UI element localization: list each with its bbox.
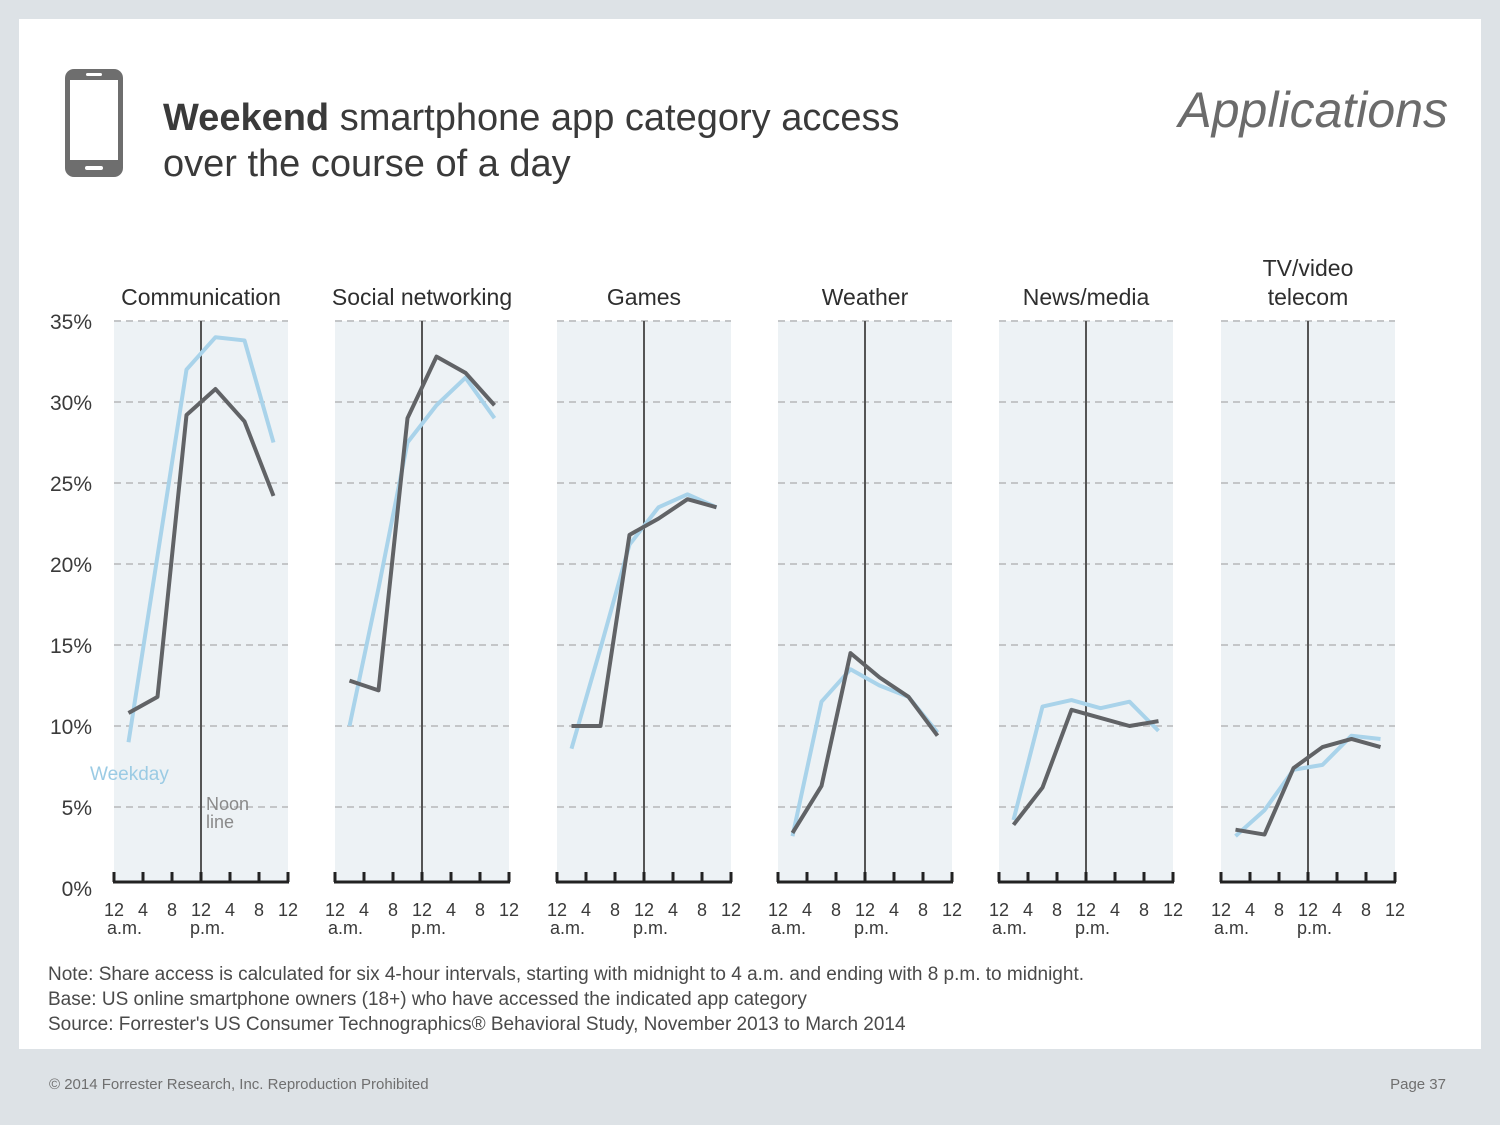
note-text: Note: Share access is calculated for six… — [48, 964, 1085, 985]
x-tick-label: 8 — [918, 900, 928, 920]
x-sublabel-am: a.m. — [328, 918, 363, 938]
x-tick-label: 12 — [989, 900, 1009, 920]
x-tick-label: 12 — [768, 900, 788, 920]
title-bold: Weekend — [163, 97, 330, 139]
x-tick-label: 8 — [610, 900, 620, 920]
y-tick-label: 5% — [62, 797, 92, 820]
x-tick-label: 12 — [1163, 900, 1183, 920]
x-tick-label: 4 — [1110, 900, 1120, 920]
x-tick-label: 8 — [388, 900, 398, 920]
x-tick-label: 4 — [359, 900, 369, 920]
x-tick-label: 8 — [1139, 900, 1149, 920]
weekend-series-line — [127, 387, 276, 715]
page-title: Weekend smartphone app category access o… — [163, 95, 899, 187]
x-tick-label: 4 — [446, 900, 456, 920]
x-tick-label: 12 — [191, 900, 211, 920]
x-tick-label: 12 — [721, 900, 741, 920]
x-tick-label: 12 — [1298, 900, 1318, 920]
x-sublabel-am: a.m. — [550, 918, 585, 938]
x-tick-label: 4 — [889, 900, 899, 920]
x-tick-label: 8 — [254, 900, 264, 920]
panel-title: News/media — [1023, 284, 1150, 310]
x-sublabel-am: a.m. — [771, 918, 806, 938]
x-tick-label: 4 — [802, 900, 812, 920]
weekend-series-line — [1235, 736, 1382, 837]
x-tick-label: 12 — [412, 900, 432, 920]
x-tick-label: 8 — [1274, 900, 1284, 920]
x-tick-label: 12 — [1076, 900, 1096, 920]
x-sublabel-pm: p.m. — [1297, 918, 1332, 938]
section-label: Applications — [1178, 82, 1448, 138]
x-tick-label: 4 — [668, 900, 678, 920]
panel-title: TV/video — [1263, 255, 1354, 281]
y-tick-label: 10% — [50, 716, 92, 739]
title-line1: smartphone app category access — [329, 97, 900, 139]
x-tick-label: 12 — [634, 900, 654, 920]
panel-title: Communication — [121, 284, 281, 310]
x-tick-label: 8 — [1361, 900, 1371, 920]
x-tick-label: 12 — [1211, 900, 1231, 920]
x-tick-label: 12 — [547, 900, 567, 920]
weekday-series-line — [1234, 733, 1381, 838]
notes: Note: Share access is calculated for six… — [48, 962, 1084, 1037]
noon-annotation: line — [206, 812, 234, 832]
weekday-series-line — [1011, 698, 1160, 821]
y-tick-label: 30% — [50, 392, 92, 415]
y-tick-label: 0% — [62, 878, 92, 901]
weekend-series-line — [348, 354, 496, 693]
x-tick-label: 4 — [225, 900, 235, 920]
x-tick-label: 8 — [1052, 900, 1062, 920]
weekend-series-line — [1011, 707, 1159, 827]
x-tick-label: 8 — [475, 900, 485, 920]
x-sublabel-pm: p.m. — [411, 918, 446, 938]
y-tick-label: 25% — [50, 473, 92, 496]
x-tick-label: 12 — [278, 900, 298, 920]
slide: Weekend smartphone app category access o… — [19, 19, 1481, 1049]
noon-annotation: Noon — [206, 794, 249, 814]
base-text: Base: US online smartphone owners (18+) … — [48, 989, 807, 1010]
x-sublabel-pm: p.m. — [190, 918, 225, 938]
x-tick-label: 12 — [855, 900, 875, 920]
x-sublabel-am: a.m. — [1214, 918, 1249, 938]
panel-title: Games — [607, 284, 681, 310]
x-tick-label: 4 — [1245, 900, 1255, 920]
x-sublabel-pm: p.m. — [1075, 918, 1110, 938]
source-text: Source: Forrester's US Consumer Technogr… — [48, 1014, 906, 1035]
y-tick-label: 20% — [50, 554, 92, 577]
x-sublabel-pm: p.m. — [854, 918, 889, 938]
x-tick-label: 4 — [581, 900, 591, 920]
y-tick-label: 15% — [50, 635, 92, 658]
x-tick-label: 4 — [138, 900, 148, 920]
x-sublabel-am: a.m. — [107, 918, 142, 938]
x-sublabel-am: a.m. — [992, 918, 1027, 938]
x-tick-label: 4 — [1332, 900, 1342, 920]
smartphone-icon — [65, 69, 123, 177]
y-tick-label: 35% — [50, 311, 92, 334]
x-tick-label: 8 — [167, 900, 177, 920]
panel-title: telecom — [1268, 284, 1349, 310]
panel-title: Social networking — [332, 284, 512, 310]
x-tick-label: 12 — [325, 900, 345, 920]
x-tick-label: 4 — [1023, 900, 1033, 920]
x-tick-label: 12 — [942, 900, 962, 920]
weekday-series-line — [347, 375, 497, 727]
x-tick-label: 12 — [1385, 900, 1405, 920]
chart: 0%5%10%15%20%25%30%35%12 4 8 12 4 8 12a.m. p.m.… — [50, 255, 1405, 938]
weekend-series-line — [790, 651, 940, 834]
x-tick-label: 12 — [499, 900, 519, 920]
x-tick-label: 12 — [104, 900, 124, 920]
title-line2: over the course of a day — [163, 143, 571, 185]
panel-title: Weather — [822, 284, 909, 310]
weekend-series-line — [571, 497, 718, 728]
weekday-annotation: Weekday — [90, 764, 169, 785]
x-tick-label: 8 — [697, 900, 707, 920]
footer-page-number: Page 37 — [1390, 1076, 1446, 1093]
footer-copyright: © 2014 Forrester Research, Inc. Reproduc… — [49, 1076, 429, 1093]
x-sublabel-pm: p.m. — [633, 918, 668, 938]
x-tick-label: 8 — [831, 900, 841, 920]
weekday-series-line — [126, 335, 276, 743]
